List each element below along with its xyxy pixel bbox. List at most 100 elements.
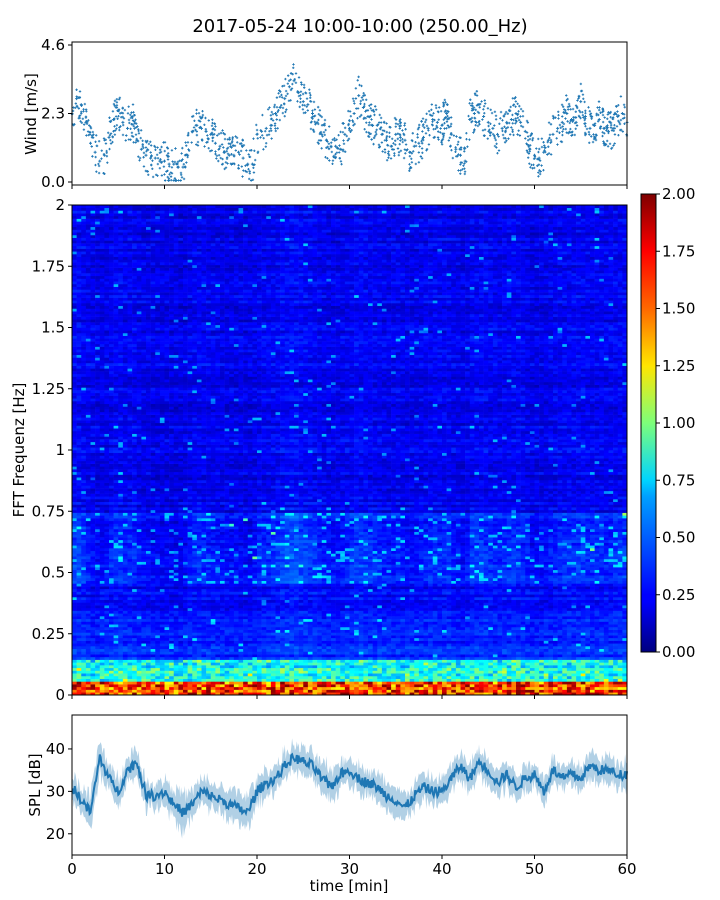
heat-cell [313, 687, 318, 690]
heat-cell [590, 668, 595, 671]
heat-cell [294, 668, 299, 671]
heat-cell [521, 619, 526, 622]
heat-cell [368, 662, 373, 665]
wind-sample [129, 128, 131, 130]
heat-cell [502, 668, 507, 671]
heat-cell [243, 687, 248, 690]
heat-cell [206, 662, 211, 665]
heat-cell [437, 651, 442, 654]
heat-cell [252, 627, 257, 630]
heat-cell [567, 622, 572, 625]
heat-cell [363, 671, 368, 674]
heat-cell [410, 676, 415, 679]
heat-cell [336, 657, 341, 660]
heat-cell [239, 660, 244, 663]
heat-cell [294, 635, 299, 638]
heat-cell [391, 676, 396, 679]
wind-sample [482, 129, 484, 131]
heat-cell [553, 687, 558, 690]
heat-cell [507, 679, 512, 682]
heat-cell [289, 681, 294, 684]
heat-cell [132, 657, 137, 660]
heat-cell [326, 630, 331, 633]
heat-cell [248, 651, 253, 654]
heat-cell [470, 660, 475, 663]
heat-cell [461, 632, 466, 635]
heat-cell [493, 646, 498, 649]
wind-sample [330, 142, 332, 144]
heat-cell [271, 651, 276, 654]
heat-cell [331, 641, 336, 644]
heat-cell [567, 635, 572, 638]
heat-cell [465, 676, 470, 679]
heat-cell [220, 643, 225, 646]
heat-cell [470, 671, 475, 674]
heat-cell [141, 641, 146, 644]
heat-cell [276, 627, 281, 630]
wind-sample [72, 106, 74, 108]
heat-cell [146, 684, 151, 687]
heat-cell [567, 649, 572, 652]
heat-cell [151, 630, 156, 633]
heat-cell [548, 622, 553, 625]
heat-cell [572, 654, 577, 657]
heat-cell [271, 676, 276, 679]
heat-cell [165, 657, 170, 660]
heat-cell [345, 679, 350, 682]
wind-point-12 [126, 127, 129, 130]
heat-cell [507, 681, 512, 684]
wind-sample [537, 171, 539, 173]
heat-cell [313, 630, 318, 633]
heat-cell [414, 635, 419, 638]
wind-sample [421, 130, 423, 132]
heat-cell [188, 624, 193, 627]
heat-cell [363, 622, 368, 625]
heat-cell [128, 651, 133, 654]
heat-cell [266, 630, 271, 633]
heat-cell [585, 660, 590, 663]
heat-cell [336, 624, 341, 627]
heat-cell [95, 641, 100, 644]
wind-sample [587, 106, 589, 108]
heat-cell [183, 616, 188, 619]
wind-sample [122, 124, 124, 126]
heat-cell [169, 638, 174, 641]
heat-cell [562, 638, 567, 641]
heat-cell [414, 643, 419, 646]
heat-cell [479, 681, 484, 684]
heat-cell [169, 654, 174, 657]
heat-cell [382, 662, 387, 665]
heat-cell [428, 690, 433, 693]
heat-cell [396, 624, 401, 627]
heat-cell [169, 665, 174, 668]
heat-cell [202, 641, 207, 644]
heat-cell [562, 665, 567, 668]
heat-cell [326, 665, 331, 668]
heat-cell [234, 649, 239, 652]
wind-sample [409, 155, 411, 157]
heat-cell [234, 627, 239, 630]
heat-cell [289, 627, 294, 630]
heat-cell [178, 671, 183, 674]
heat-cell [178, 632, 183, 635]
heat-cell [188, 616, 193, 619]
heat-cell [336, 665, 341, 668]
wind-sample [128, 119, 130, 121]
heat-cell [618, 630, 623, 633]
heat-cell [345, 690, 350, 693]
heat-cell [165, 649, 170, 652]
wind-sample [110, 142, 112, 144]
wind-sample [151, 168, 153, 170]
wind-sample [149, 141, 151, 143]
heat-cell [382, 643, 387, 646]
heat-cell [544, 668, 549, 671]
heat-cell [553, 635, 558, 638]
heat-cell [373, 624, 378, 627]
heat-cell [128, 657, 133, 660]
heat-cell [81, 619, 86, 622]
wind-sample [181, 176, 183, 178]
heat-cell [345, 643, 350, 646]
wind-sample [509, 133, 511, 135]
heat-cell [530, 622, 535, 625]
heat-cell [252, 671, 257, 674]
